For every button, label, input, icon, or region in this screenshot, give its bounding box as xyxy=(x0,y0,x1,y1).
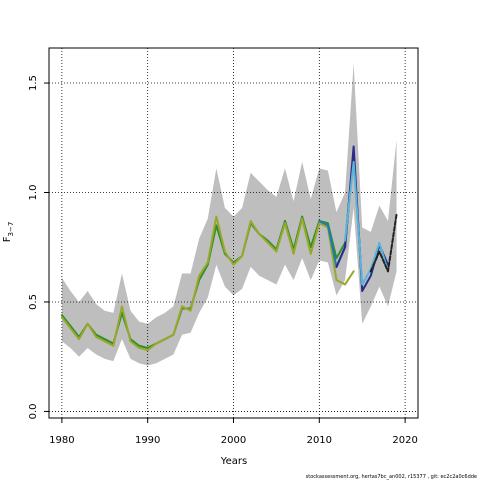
y-axis: 0.0 0.5 1.0 1.5 xyxy=(28,75,49,419)
footer-text: stockassessment.org, hertas7bc_an002, r1… xyxy=(306,474,477,480)
y-axis-label-subscript: 3−7 xyxy=(7,222,15,237)
x-tick-label: 2020 xyxy=(392,435,417,446)
series-line-5 xyxy=(344,160,389,286)
y-tick-label: 1.5 xyxy=(28,75,39,91)
series-line-2 xyxy=(60,215,355,352)
y-axis-label: F3−7 xyxy=(2,222,15,243)
x-tick-label: 1990 xyxy=(135,435,160,446)
x-axis-label: Years xyxy=(220,456,247,467)
confidence-ribbon-layer xyxy=(61,63,397,366)
x-tick-label: 2000 xyxy=(221,435,246,446)
series-layer xyxy=(60,145,398,352)
series-line-6 xyxy=(369,213,398,273)
x-tick-label: 1980 xyxy=(49,435,74,446)
x-axis: 1980 1990 2000 2010 2020 xyxy=(49,418,418,446)
y-tick-label: 0.5 xyxy=(28,294,39,310)
confidence-ribbon xyxy=(61,63,397,366)
y-axis-label-main: F xyxy=(2,236,13,242)
y-tick-label: 1.0 xyxy=(28,185,39,201)
x-tick-label: 2010 xyxy=(307,435,332,446)
y-tick-label: 0.0 xyxy=(28,403,39,419)
